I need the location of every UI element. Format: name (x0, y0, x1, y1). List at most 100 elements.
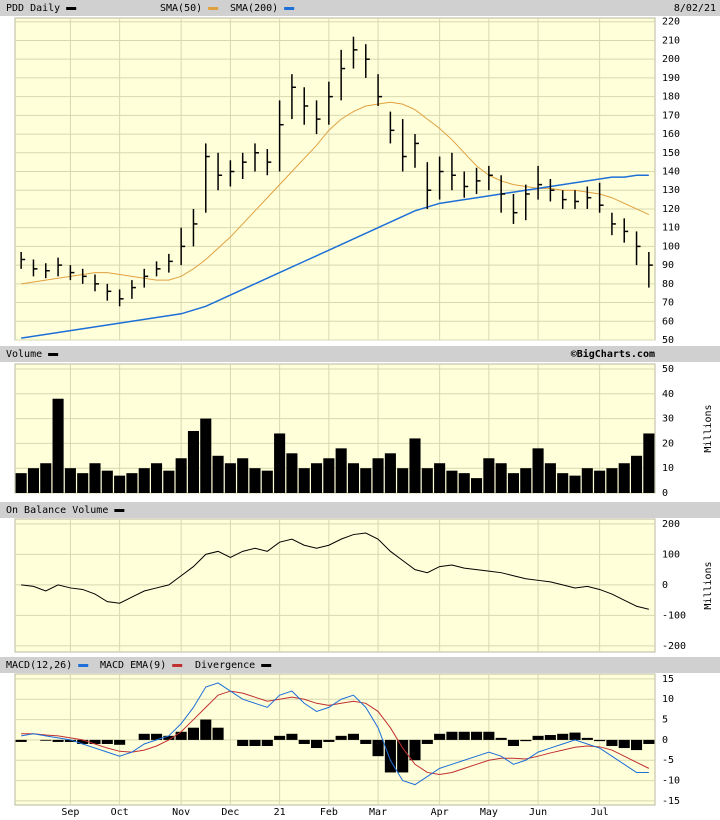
y-tick-label: 70 (662, 298, 674, 309)
volume-bar (323, 458, 335, 493)
divergence-bar (347, 733, 359, 740)
volume-bar (384, 453, 396, 493)
legend-label: SMA(200) (230, 3, 278, 14)
volume-bar (138, 468, 150, 493)
x-tick-label: Apr (431, 807, 449, 818)
volume-bar (618, 463, 630, 493)
volume-bar (187, 430, 199, 493)
legend-swatch (48, 353, 59, 356)
y-tick-label: 80 (662, 279, 674, 290)
divergence-bar (458, 731, 470, 740)
volume-bar (606, 468, 618, 493)
volume-bar (40, 463, 52, 493)
volume-bar (446, 470, 458, 493)
divergence-bar (594, 739, 606, 742)
divergence-bar (483, 731, 495, 740)
legend-swatch (208, 7, 219, 10)
legend-swatch (172, 664, 183, 667)
volume-bar (224, 463, 236, 493)
y-tick-label: 220 (662, 17, 680, 28)
y-tick-label: 0 (662, 580, 668, 591)
x-tick-label: Feb (320, 807, 338, 818)
y-tick-label: 50 (662, 364, 674, 375)
volume-bar (483, 458, 495, 493)
volume-bar (286, 453, 298, 493)
volume-bar (311, 463, 323, 493)
divergence-bar (163, 735, 175, 740)
y-tick-label: 0 (662, 488, 668, 499)
divergence-bar (101, 739, 113, 744)
y-tick-label: 180 (662, 92, 680, 103)
series-line (21, 690, 650, 775)
volume-bar (569, 475, 581, 493)
divergence-bar (200, 719, 212, 740)
volume-bar (274, 433, 286, 493)
legend-label: MACD EMA(9) (100, 660, 166, 671)
y-tick-label: 200 (662, 519, 680, 530)
divergence-bar (15, 739, 27, 742)
divergence-bar (557, 733, 569, 740)
header-bar (0, 346, 720, 362)
divergence-bar (114, 739, 126, 745)
y-tick-label: 5 (662, 715, 668, 726)
y-tick-label: 210 (662, 35, 680, 46)
volume-bar (89, 463, 101, 493)
volume-bar (581, 468, 593, 493)
y-tick-label: -200 (662, 641, 686, 652)
series-line (21, 532, 649, 610)
plot-background (14, 17, 656, 341)
legend-swatch (114, 509, 125, 512)
y-tick-label: -15 (662, 796, 680, 807)
legend-label: MACD(12,26) (6, 660, 72, 671)
y-tick-label: 140 (662, 167, 680, 178)
legend-swatch (66, 7, 77, 10)
volume-bar (151, 463, 163, 493)
y-tick-label: -10 (662, 776, 680, 787)
divergence-bar (495, 737, 507, 740)
divergence-bar (471, 731, 483, 740)
y-axis-label: Millions (703, 561, 714, 609)
legend-label: Divergence (195, 660, 255, 671)
x-tick-label: Sep (61, 807, 79, 818)
y-tick-label: 190 (662, 73, 680, 84)
volume-bar (237, 458, 249, 493)
divergence-bar (434, 733, 446, 740)
divergence-bar (384, 739, 396, 773)
volume-bar (434, 463, 446, 493)
volume-bar (298, 468, 310, 493)
x-tick-label: Mar (369, 807, 387, 818)
divergence-bar (323, 739, 335, 742)
volume-bar (544, 463, 556, 493)
header-bar (0, 502, 720, 518)
y-tick-label: 10 (662, 694, 674, 705)
series-line (21, 101, 650, 285)
divergence-bar (335, 735, 347, 740)
y-tick-label: 130 (662, 185, 680, 196)
volume-bar (532, 448, 544, 493)
divergence-bar (409, 739, 421, 761)
divergence-bar (311, 739, 323, 749)
x-tick-label: May (480, 807, 498, 818)
volume-bar (471, 478, 483, 493)
volume-bar (212, 455, 224, 493)
x-tick-label: Jun (529, 807, 547, 818)
volume-bar (335, 448, 347, 493)
y-tick-label: 120 (662, 204, 680, 215)
divergence-bar (631, 739, 643, 751)
divergence-bar (286, 733, 298, 740)
series-line (21, 682, 649, 786)
volume-bar (249, 468, 261, 493)
y-tick-label: 15 (662, 674, 674, 685)
y-tick-label: 0 (662, 735, 668, 746)
header-bar (0, 657, 720, 673)
volume-bar (64, 468, 76, 493)
x-tick-label: Oct (111, 807, 129, 818)
series-line (21, 174, 649, 339)
y-tick-label: 40 (662, 389, 674, 400)
date-label: 8/02/21 (674, 3, 716, 14)
x-tick-label: Nov (172, 807, 190, 818)
y-tick-label: 20 (662, 438, 674, 449)
volume-bar (458, 473, 470, 493)
volume-bar (347, 463, 359, 493)
divergence-bar (507, 739, 519, 747)
